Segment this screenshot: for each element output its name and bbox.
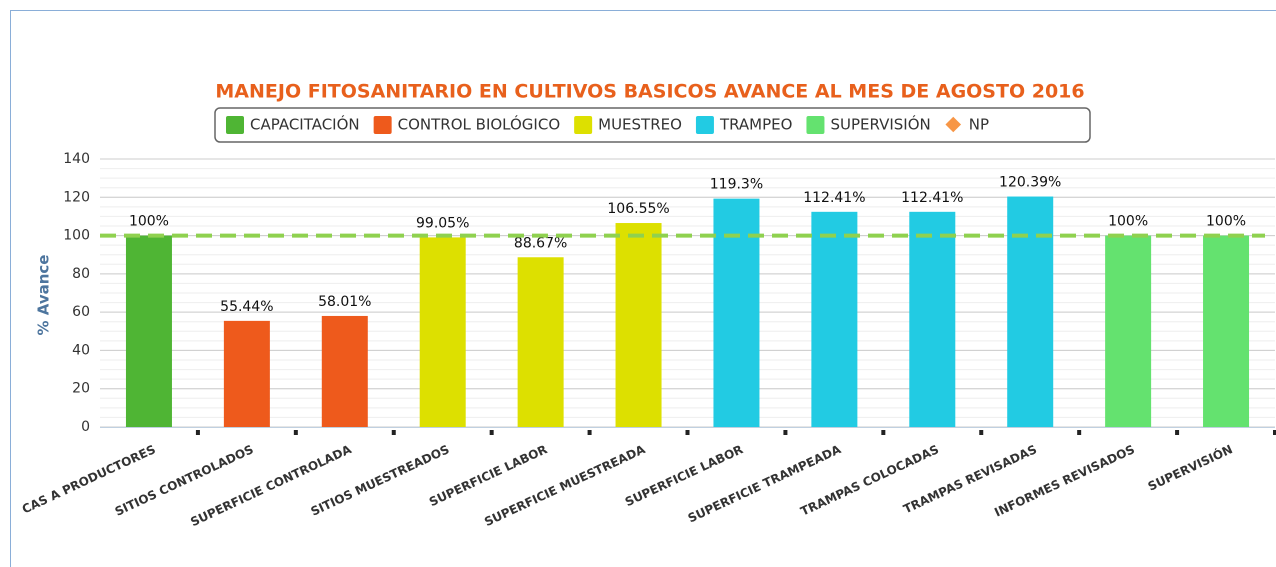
data-label: 106.55% [607,201,669,217]
bar [125,235,172,427]
legend-label: SUPERVISIÓN [830,115,930,134]
x-tick [195,430,200,435]
chart-title: MANEJO FITOSANITARIO EN CULTIVOS BASICOS… [215,81,1084,103]
y-tick-label: 60 [72,304,90,320]
bar [223,320,270,427]
x-tick-label: SUPERFICIE CONTROLADA [188,442,354,529]
x-tick [293,430,298,435]
data-label: 120.39% [999,175,1061,191]
data-label: 112.41% [803,190,865,206]
y-tick-label: 80 [72,266,90,282]
legend-label: TRAMPEO [719,116,793,134]
legend-label: CAPACITACIÓN [250,115,360,134]
y-axis-label: % Avance [35,255,53,336]
data-label: 119.3% [710,177,763,193]
bar [1203,235,1250,427]
y-tick-label: 0 [81,419,90,435]
data-label: 112.41% [901,190,963,206]
legend-marker [373,116,392,134]
x-tick [391,430,396,435]
bar [321,315,368,427]
data-label: 100% [1206,214,1246,230]
legend-marker [695,116,714,134]
x-tick [1273,430,1276,435]
bar [517,257,564,427]
x-tick-label: SUPERFICIE MUESTREADA [482,442,648,529]
y-tick-label: 20 [72,381,90,397]
bar [615,223,662,427]
bar [811,211,858,427]
data-label: 100% [129,214,169,230]
x-tick [881,430,886,435]
legend-marker [226,116,244,134]
x-tick [783,430,788,435]
bar [1007,196,1054,427]
x-tick [685,430,690,435]
legend-box [214,107,1091,143]
x-tick [1077,430,1082,435]
legend-label: CONTROL BIOLÓGICO [398,115,561,134]
data-label: 99.05% [416,215,469,231]
y-tick-label: 120 [63,189,90,205]
legend-marker [806,116,825,134]
bar [1105,235,1152,427]
x-tick [489,430,494,435]
data-label: 55.44% [220,299,273,315]
bar [909,211,956,427]
legend-label: MUESTREO [598,116,682,134]
x-tick [587,430,592,435]
data-label: 100% [1108,214,1148,230]
y-tick-label: 140 [63,151,90,167]
legend-label: NP [969,116,989,134]
x-tick-label: SUPERVISIÓN [1145,441,1234,493]
bar [419,237,466,427]
bar [713,198,760,427]
data-label: 58.01% [318,294,371,310]
x-tick [979,430,984,435]
legend-marker [574,116,593,134]
y-tick-label: 100 [63,228,90,244]
x-tick [1175,430,1180,435]
x-tick-label: SUPERFICIE TRAMPEADA [686,442,844,526]
y-tick-label: 40 [72,342,90,358]
data-label: 88.67% [514,235,567,251]
